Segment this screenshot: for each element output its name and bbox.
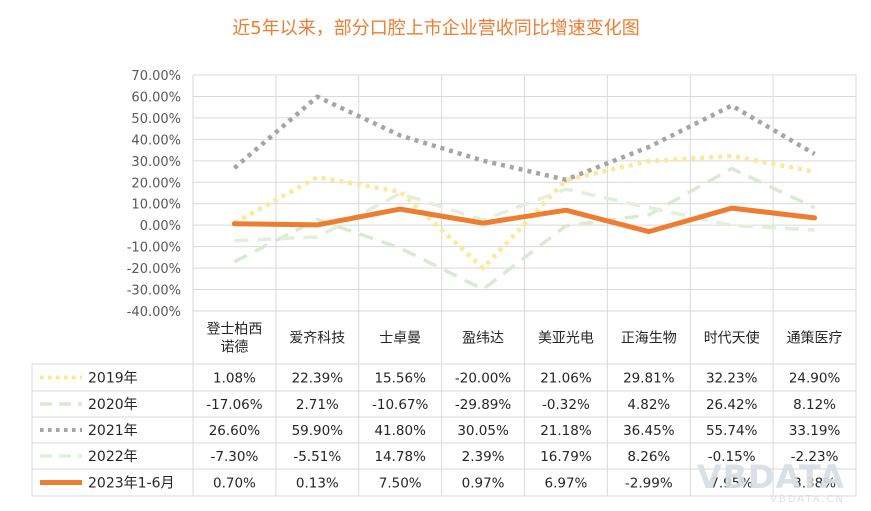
table-cell-value: -2.99% [625, 476, 673, 492]
legend-label: 2021年 [88, 423, 138, 439]
table-cell-value: 26.60% [209, 423, 261, 439]
table-cell-value: -29.89% [455, 397, 512, 413]
table-cell-value: 8.26% [627, 449, 670, 465]
watermark-logo: VBDATA VBDATA.CN [697, 461, 845, 505]
y-tick-label: 50.00% [131, 112, 181, 127]
table-cell-value: -10.67% [372, 397, 429, 413]
table-cell-value: 26.42% [706, 397, 758, 413]
legend-label: 2023年1-6月 [88, 476, 175, 492]
legend-label: 2020年 [88, 397, 138, 413]
x-tick-label: 爱齐科技 [289, 331, 345, 347]
series-line-1 [233, 166, 816, 292]
y-tick-label: 60.00% [131, 90, 181, 105]
table-cell-value: 14.78% [374, 449, 426, 465]
table-cell-value: 2.71% [296, 397, 339, 413]
table-cell-value: -20.00% [455, 371, 512, 387]
table-cell-value: 15.56% [374, 371, 426, 387]
table-cell-value: 3.38% [793, 476, 836, 492]
table-cell-value: 16.79% [540, 449, 592, 465]
table-cell-value: -5.51% [293, 449, 341, 465]
series-line-0 [233, 153, 816, 271]
table-cell-value: 8.12% [793, 397, 836, 413]
legend-label: 2019年 [88, 371, 138, 387]
y-tick-label: -10.00% [127, 241, 181, 256]
table-cell-value: 41.80% [374, 423, 426, 439]
x-tick-label: 盈纬达 [462, 331, 504, 347]
table-cell-value: 7.50% [379, 476, 422, 492]
x-tick-label: 美亚光电 [538, 331, 594, 347]
y-tick-label: 30.00% [131, 155, 181, 170]
y-tick-label: 20.00% [131, 176, 181, 191]
x-tick-label: 登士柏西 [206, 322, 262, 338]
table-cell-value: 0.13% [296, 476, 339, 492]
x-tick-label: 通策医疗 [787, 330, 843, 347]
table-cell-value: 22.39% [292, 371, 344, 387]
table-cell-value: 21.18% [540, 423, 592, 439]
y-tick-label: -40.00% [127, 305, 181, 320]
y-tick-label: -20.00% [127, 262, 181, 277]
table-cell-value: 55.74% [706, 423, 758, 439]
table-cell-value: 0.97% [462, 476, 505, 492]
table-cell-value: 24.90% [789, 371, 841, 387]
y-tick-label: -30.00% [127, 284, 181, 299]
table-cell-value: -0.15% [708, 449, 756, 465]
table-cell-value: 21.06% [540, 371, 592, 387]
table-cell-value: -0.32% [542, 397, 590, 413]
y-tick-label: 0.00% [140, 219, 181, 234]
x-tick-label: 士卓曼 [379, 331, 421, 347]
table-cell-value: 0.70% [213, 476, 256, 492]
table-cell-value: 33.19% [789, 423, 841, 439]
chart-title: 近5年以来，部分口腔上市企业营收同比增速变化图 [232, 18, 639, 39]
table-cell-value: -7.30% [211, 449, 259, 465]
x-tick-label: 时代天使 [704, 330, 760, 347]
series-line-4 [231, 205, 818, 235]
table-cell-value: -2.23% [791, 449, 839, 465]
y-tick-label: 10.00% [131, 198, 181, 213]
table-cell-value: 4.82% [627, 397, 670, 413]
table-cell-value: 7.95% [710, 476, 753, 492]
legend-label: 2022年 [88, 449, 138, 465]
x-tick-label: 正海生物 [621, 331, 677, 347]
table-cell-value: 30.05% [457, 423, 509, 439]
y-tick-label: 40.00% [131, 133, 181, 148]
table-cell-value: -17.06% [206, 397, 263, 413]
watermark-url: VBDATA.CN [770, 494, 845, 505]
table-cell-value: 2.39% [462, 449, 505, 465]
y-axis-tick-labels: 70.00% 60.00% 50.00% 40.00% 30.00% 20.00% 10.0… [127, 69, 181, 320]
table-cell-value: 29.81% [623, 371, 675, 387]
y-tick-label: 70.00% [131, 69, 181, 84]
watermark-logo-text: VBDATA [696, 458, 845, 496]
table-cell-value: 59.90% [292, 423, 344, 439]
series-lines [231, 94, 818, 292]
table-cell-value: 36.45% [623, 423, 675, 439]
table-cell-value: 1.08% [213, 371, 256, 387]
series-line-3 [234, 187, 815, 243]
table-cell-value: 6.97% [544, 476, 587, 492]
table-cell-value: 32.23% [706, 371, 758, 387]
x-tick-label: 诺德 [220, 340, 248, 356]
